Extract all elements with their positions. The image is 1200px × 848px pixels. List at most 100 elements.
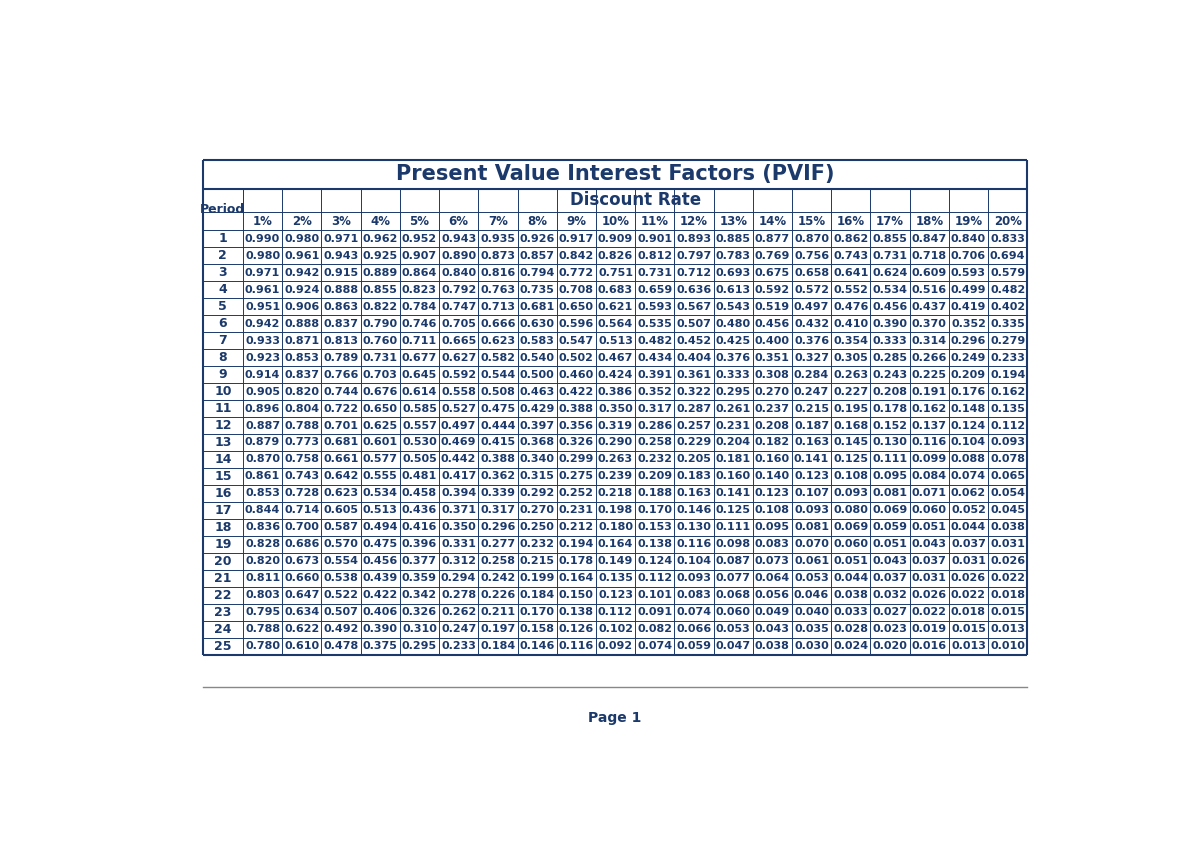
Text: 0.178: 0.178 bbox=[559, 556, 594, 566]
Text: 0.375: 0.375 bbox=[362, 641, 397, 651]
Text: 0.507: 0.507 bbox=[677, 319, 712, 329]
Text: 0.022: 0.022 bbox=[912, 607, 947, 617]
Text: 0.499: 0.499 bbox=[950, 285, 986, 295]
Text: 0.751: 0.751 bbox=[598, 268, 634, 278]
Text: 15%: 15% bbox=[798, 215, 826, 227]
Text: 3: 3 bbox=[218, 266, 227, 279]
Text: 0.377: 0.377 bbox=[402, 556, 437, 566]
Text: 0.494: 0.494 bbox=[362, 522, 398, 533]
Text: 0.184: 0.184 bbox=[520, 590, 554, 600]
Text: 0.677: 0.677 bbox=[402, 353, 437, 363]
Text: 0.317: 0.317 bbox=[480, 505, 515, 516]
Text: 0.419: 0.419 bbox=[950, 302, 986, 312]
Text: 9%: 9% bbox=[566, 215, 587, 227]
Text: 5%: 5% bbox=[409, 215, 430, 227]
Text: 0.371: 0.371 bbox=[442, 505, 476, 516]
Text: 0.124: 0.124 bbox=[950, 421, 986, 431]
Text: 0.024: 0.024 bbox=[833, 641, 869, 651]
Text: 0.519: 0.519 bbox=[755, 302, 790, 312]
Text: 0.266: 0.266 bbox=[912, 353, 947, 363]
Text: 0.013: 0.013 bbox=[952, 641, 986, 651]
Text: 0.585: 0.585 bbox=[402, 404, 437, 414]
Text: 0.044: 0.044 bbox=[833, 573, 869, 583]
Text: 0.797: 0.797 bbox=[677, 251, 712, 261]
Text: 0.744: 0.744 bbox=[323, 387, 359, 397]
Text: 0.130: 0.130 bbox=[872, 438, 907, 448]
Text: 0.194: 0.194 bbox=[990, 370, 1025, 380]
Text: 0.482: 0.482 bbox=[637, 336, 672, 346]
Text: 0.555: 0.555 bbox=[362, 471, 397, 482]
Text: 0.659: 0.659 bbox=[637, 285, 672, 295]
Text: 25: 25 bbox=[214, 639, 232, 653]
Text: 0.661: 0.661 bbox=[323, 455, 359, 465]
Text: 0.766: 0.766 bbox=[323, 370, 359, 380]
Text: 0.074: 0.074 bbox=[677, 607, 712, 617]
Text: 0.162: 0.162 bbox=[912, 404, 947, 414]
Text: 0.907: 0.907 bbox=[402, 251, 437, 261]
Text: 7%: 7% bbox=[488, 215, 508, 227]
Text: 0.890: 0.890 bbox=[442, 251, 476, 261]
Text: 0.705: 0.705 bbox=[442, 319, 476, 329]
Text: 0.164: 0.164 bbox=[559, 573, 594, 583]
Text: 0.104: 0.104 bbox=[950, 438, 986, 448]
Text: 0.915: 0.915 bbox=[324, 268, 359, 278]
Text: 0.731: 0.731 bbox=[872, 251, 907, 261]
Text: 0.043: 0.043 bbox=[755, 624, 790, 634]
Text: 0.507: 0.507 bbox=[324, 607, 359, 617]
Text: 0.170: 0.170 bbox=[637, 505, 672, 516]
Text: 0.873: 0.873 bbox=[480, 251, 515, 261]
Text: Present Value Interest Factors (PVIF): Present Value Interest Factors (PVIF) bbox=[396, 165, 834, 184]
Text: 0.780: 0.780 bbox=[245, 641, 280, 651]
Text: 0.513: 0.513 bbox=[362, 505, 397, 516]
Text: 0.803: 0.803 bbox=[245, 590, 280, 600]
Text: 0.026: 0.026 bbox=[950, 573, 986, 583]
Text: 0.249: 0.249 bbox=[950, 353, 986, 363]
Text: 0.971: 0.971 bbox=[245, 268, 281, 278]
Text: 0.870: 0.870 bbox=[794, 234, 829, 244]
Text: 0.961: 0.961 bbox=[284, 251, 319, 261]
Text: 0.060: 0.060 bbox=[912, 505, 947, 516]
Text: 0.194: 0.194 bbox=[559, 539, 594, 550]
Text: 0.247: 0.247 bbox=[794, 387, 829, 397]
Text: Period: Period bbox=[200, 203, 246, 216]
Text: 0.204: 0.204 bbox=[715, 438, 751, 448]
Text: 0.137: 0.137 bbox=[912, 421, 947, 431]
Text: 0.168: 0.168 bbox=[833, 421, 869, 431]
Text: 0.743: 0.743 bbox=[833, 251, 869, 261]
Text: 0.152: 0.152 bbox=[872, 421, 907, 431]
Text: 0.731: 0.731 bbox=[637, 268, 672, 278]
Text: 0.469: 0.469 bbox=[440, 438, 476, 448]
Text: 0.170: 0.170 bbox=[520, 607, 554, 617]
Text: 0.141: 0.141 bbox=[715, 488, 751, 499]
Text: 0.061: 0.061 bbox=[794, 556, 829, 566]
Text: 0.933: 0.933 bbox=[245, 336, 280, 346]
Text: 0.295: 0.295 bbox=[402, 641, 437, 651]
Text: 0.731: 0.731 bbox=[362, 353, 397, 363]
Text: 0.153: 0.153 bbox=[637, 522, 672, 533]
Text: 0.432: 0.432 bbox=[794, 319, 829, 329]
Text: 0.197: 0.197 bbox=[480, 624, 516, 634]
Text: 0.492: 0.492 bbox=[323, 624, 359, 634]
Text: 0.429: 0.429 bbox=[520, 404, 554, 414]
Text: 0.592: 0.592 bbox=[755, 285, 790, 295]
Text: 0.609: 0.609 bbox=[912, 268, 947, 278]
Text: 0.095: 0.095 bbox=[872, 471, 907, 482]
Text: 0.444: 0.444 bbox=[480, 421, 516, 431]
Text: 0.182: 0.182 bbox=[755, 438, 790, 448]
Text: 0.296: 0.296 bbox=[950, 336, 986, 346]
Text: 0.140: 0.140 bbox=[755, 471, 790, 482]
Text: 0.077: 0.077 bbox=[715, 573, 751, 583]
Text: 0.390: 0.390 bbox=[362, 624, 397, 634]
Text: 0.160: 0.160 bbox=[755, 455, 790, 465]
Text: 0.505: 0.505 bbox=[402, 455, 437, 465]
Text: 0.452: 0.452 bbox=[677, 336, 712, 346]
Text: 0.049: 0.049 bbox=[755, 607, 790, 617]
Text: 0.564: 0.564 bbox=[598, 319, 634, 329]
Text: 0.887: 0.887 bbox=[245, 421, 280, 431]
Text: 0.080: 0.080 bbox=[833, 505, 869, 516]
Text: 0.263: 0.263 bbox=[598, 455, 634, 465]
Text: 0.361: 0.361 bbox=[677, 370, 712, 380]
Text: 0.099: 0.099 bbox=[912, 455, 947, 465]
Text: 0.158: 0.158 bbox=[520, 624, 554, 634]
Text: 0.567: 0.567 bbox=[677, 302, 712, 312]
